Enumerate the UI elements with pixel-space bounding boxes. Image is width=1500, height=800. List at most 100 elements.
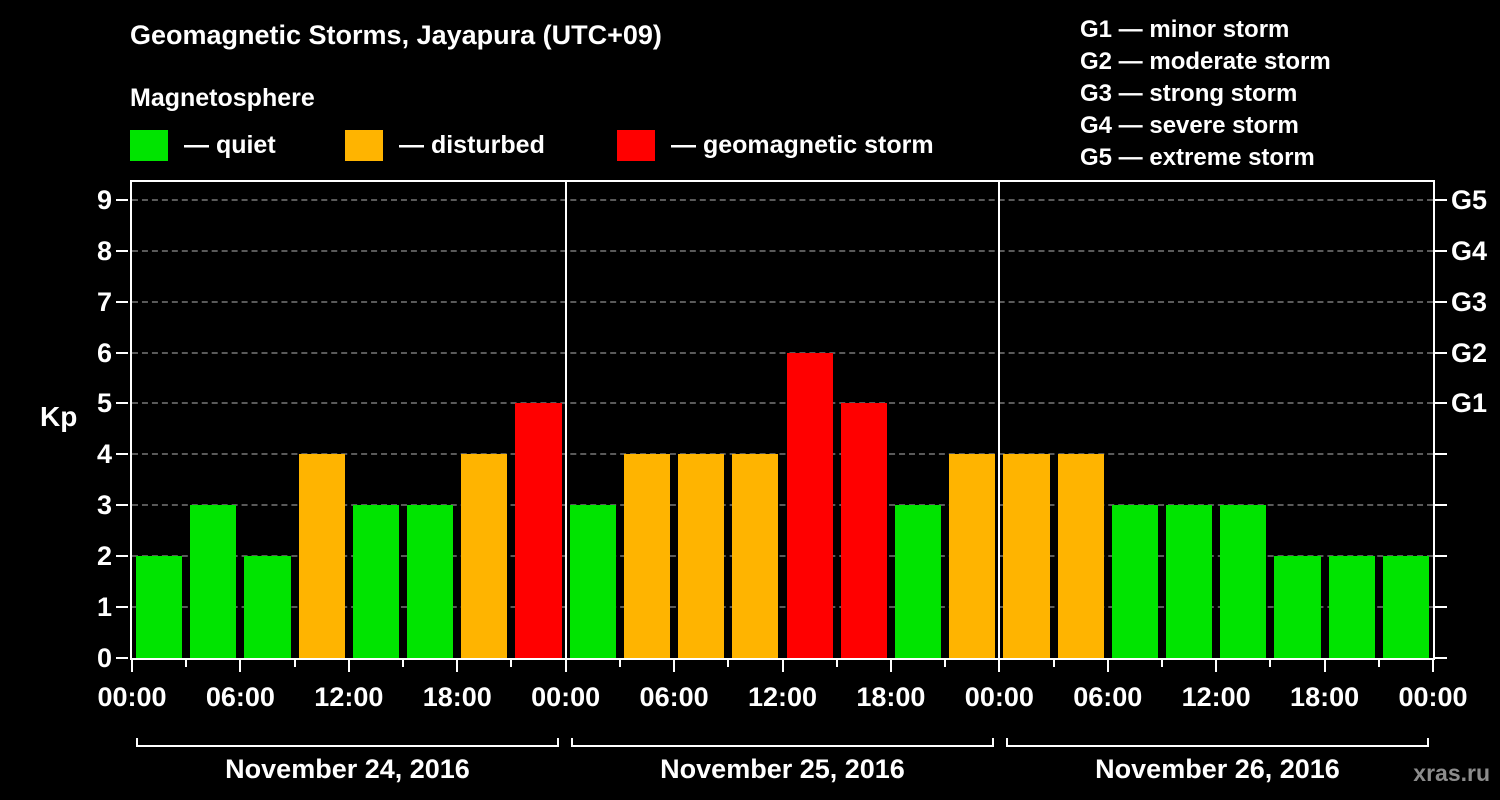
x-tick-label: 00:00 xyxy=(531,682,601,712)
chart-subtitle: Magnetosphere xyxy=(130,84,315,112)
y-tick-label: 5 xyxy=(96,388,112,419)
y-axis-tick-right xyxy=(1435,300,1447,303)
y-tick-label: 7 xyxy=(96,286,112,317)
gridline-kp-4 xyxy=(132,453,1433,456)
g-level-label: G1 xyxy=(1451,388,1488,419)
kp-bar xyxy=(786,352,833,658)
day-separator xyxy=(998,182,1001,658)
legend-item-quiet: — quiet xyxy=(130,130,276,161)
date-label: November 24, 2016 xyxy=(225,754,470,784)
kp-bar xyxy=(407,505,454,658)
y-tick-label: 1 xyxy=(96,592,112,623)
kp-bar xyxy=(352,505,400,658)
storm-swatch xyxy=(617,130,655,161)
y-axis-tick-right xyxy=(1435,453,1447,456)
day-separator xyxy=(564,182,567,658)
y-axis-tick xyxy=(116,198,128,201)
y-axis-tick xyxy=(116,504,128,507)
x-axis-tick xyxy=(781,660,784,672)
date-label: November 25, 2016 xyxy=(660,754,905,784)
y-axis-tick xyxy=(116,351,128,354)
gridline-kp-6 xyxy=(132,351,1433,354)
y-axis-tick xyxy=(116,657,128,659)
x-axis-tick xyxy=(1215,660,1218,672)
y-axis-tick xyxy=(116,555,128,558)
x-axis-tick xyxy=(185,660,188,667)
x-axis-tick xyxy=(1052,660,1055,667)
x-axis-tick xyxy=(402,660,405,667)
kp-bar xyxy=(732,454,779,658)
kp-bar xyxy=(894,505,942,658)
g-level-label: G2 xyxy=(1451,337,1488,368)
plot-area xyxy=(130,180,1435,660)
x-tick-label: 18:00 xyxy=(856,682,926,712)
x-axis-tick xyxy=(889,660,892,672)
g-level-label: G4 xyxy=(1451,235,1488,266)
g4-legend-line: G4 — severe storm xyxy=(1080,112,1299,139)
kp-bar xyxy=(949,454,996,658)
kp-bar xyxy=(569,505,616,658)
x-axis-tick xyxy=(456,660,459,672)
g-scale-legend: G1 — minor storm G2 — moderate storm G3 … xyxy=(1080,14,1331,174)
y-tick-label: 2 xyxy=(96,541,112,572)
gridline-kp-1 xyxy=(132,606,1433,609)
x-axis-tick xyxy=(293,660,296,667)
kp-bar xyxy=(136,556,183,658)
y-axis-tick xyxy=(116,402,128,405)
x-tick-label: 12:00 xyxy=(314,682,384,712)
date-bracket xyxy=(136,738,559,747)
y-axis-tick-right xyxy=(1435,402,1447,405)
quiet-swatch xyxy=(130,130,168,161)
x-axis-tick xyxy=(618,660,621,667)
x-tick-label: 06:00 xyxy=(639,682,709,712)
g-level-label: G5 xyxy=(1451,184,1488,215)
kp-bar xyxy=(1382,556,1429,658)
x-tick-label: 06:00 xyxy=(1073,682,1143,712)
g5-legend-line: G5 — extreme storm xyxy=(1080,144,1315,171)
g2-legend-line: G2 — moderate storm xyxy=(1080,48,1331,75)
date-bracket xyxy=(1006,738,1429,747)
y-tick-label: 3 xyxy=(96,490,112,521)
y-tick-label: 8 xyxy=(96,235,112,266)
y-axis-tick-right xyxy=(1435,249,1447,252)
disturbed-swatch xyxy=(345,130,383,161)
legend-item-storm: — geomagnetic storm xyxy=(617,130,934,161)
x-axis-tick xyxy=(1160,660,1163,667)
x-axis-tick xyxy=(131,660,133,672)
x-axis-tick xyxy=(239,660,242,672)
y-axis-tick-right xyxy=(1435,351,1447,354)
x-tick-label: 18:00 xyxy=(422,682,492,712)
quiet-label: — quiet xyxy=(184,131,276,159)
x-axis-tick xyxy=(347,660,350,672)
x-tick-label: 06:00 xyxy=(205,682,275,712)
y-axis-tick xyxy=(116,606,128,609)
y-axis-tick xyxy=(116,300,128,303)
x-axis-tick xyxy=(727,660,730,667)
kp-bar xyxy=(840,403,887,658)
x-axis-tick xyxy=(1323,660,1326,672)
x-tick-label: 00:00 xyxy=(964,682,1034,712)
x-axis-tick xyxy=(944,660,947,667)
kp-bar xyxy=(1165,505,1213,658)
kp-color-legend: — quiet — disturbed — geomagnetic storm xyxy=(130,130,1130,166)
y-axis-tick-right xyxy=(1435,606,1447,609)
kp-bar xyxy=(678,454,725,658)
kp-bar xyxy=(623,454,671,658)
kp-bar xyxy=(1003,454,1050,658)
y-tick-label: 6 xyxy=(96,337,112,368)
y-axis-tick xyxy=(116,249,128,252)
kp-bar xyxy=(515,403,562,658)
kp-bar xyxy=(244,556,291,658)
storm-label: — geomagnetic storm xyxy=(671,131,934,159)
kp-bar xyxy=(298,454,345,658)
date-bracket xyxy=(571,738,994,747)
gridline-kp-5 xyxy=(132,402,1433,405)
g-level-label: G3 xyxy=(1451,286,1488,317)
x-axis-tick xyxy=(1269,660,1272,667)
x-axis-tick xyxy=(1432,660,1434,672)
x-axis-tick xyxy=(510,660,513,667)
y-axis-tick xyxy=(116,453,128,456)
y-axis-tick-right xyxy=(1435,657,1447,659)
x-tick-label: 18:00 xyxy=(1290,682,1360,712)
